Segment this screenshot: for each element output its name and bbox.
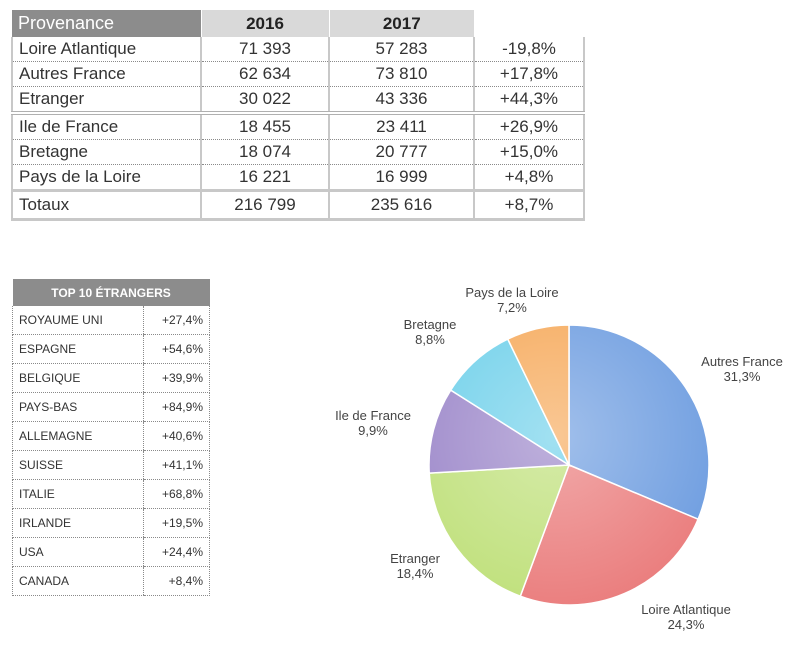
header-2016: 2016: [200, 10, 329, 37]
top10-change: +24,4%: [143, 537, 210, 567]
list-item: CANADA +8,4%: [12, 566, 210, 596]
top10-change: +27,4%: [143, 306, 210, 335]
top10-country: ALLEMAGNE: [12, 421, 144, 451]
row-2016: 16 221: [200, 164, 329, 191]
row-2016: 18 455: [200, 111, 329, 140]
row-name: Loire Atlantique: [11, 37, 201, 62]
pie-slice-etranger: [428, 464, 571, 598]
row-2016: 71 393: [200, 37, 329, 62]
row-change: +44,3%: [473, 86, 585, 114]
provenance-table: Provenance 2016 2017 Loire Atlantique 71…: [11, 10, 585, 221]
top10-change: +68,8%: [143, 479, 210, 509]
row-change: +17,8%: [473, 61, 585, 87]
row-name: Bretagne: [11, 139, 201, 165]
top10-change: +54,6%: [143, 334, 210, 364]
list-item: BELGIQUE +39,9%: [12, 363, 210, 393]
pie-label-name: Etranger: [390, 551, 441, 566]
top10-table: TOP 10 ÉTRANGERS ROYAUME UNI +27,4% ESPAGN…: [12, 279, 210, 596]
table-row: Bretagne 18 074 20 777 +15,0%: [11, 139, 585, 165]
top10-change: +39,9%: [143, 363, 210, 393]
pie-slice-autres-france: [568, 324, 710, 521]
pie-label-name: Autres France: [701, 354, 783, 369]
top10-change: +84,9%: [143, 392, 210, 422]
total-2017: 235 616: [328, 189, 474, 221]
row-2017: 16 999: [328, 164, 474, 191]
top10-country: SUISSE: [12, 450, 144, 480]
row-2017: 23 411: [328, 111, 474, 140]
top10-body: ROYAUME UNI +27,4% ESPAGNE +54,6% BELGIQUE +3…: [12, 306, 210, 596]
total-row: Totaux 216 799 235 616 +8,7%: [11, 189, 585, 221]
row-2017: 73 810: [328, 61, 474, 87]
row-name: Ile de France: [11, 111, 201, 140]
table-row: Autres France 62 634 73 810 +17,8%: [11, 61, 585, 87]
list-item: ITALIE +68,8%: [12, 479, 210, 509]
row-change: +26,9%: [473, 111, 585, 140]
total-2016: 216 799: [200, 189, 329, 221]
pie-slice-pays-de-la-loire: [506, 324, 570, 466]
pie-label-value: 31,3%: [724, 369, 761, 384]
pie-label-value: 9,9%: [358, 423, 388, 438]
row-name: Pays de la Loire: [11, 164, 201, 191]
header-provenance: Provenance: [12, 10, 201, 37]
top10-country: ROYAUME UNI: [12, 306, 144, 335]
row-change: +4,8%: [473, 164, 585, 191]
pie-slice-loire-atlantique: [519, 464, 700, 606]
row-name: Autres France: [11, 61, 201, 87]
top10-change: +19,5%: [143, 508, 210, 538]
pie-label-value: 18,4%: [397, 566, 434, 581]
top10-country: ESPAGNE: [12, 334, 144, 364]
total-name: Totaux: [11, 189, 201, 221]
table-header-row: Provenance 2016 2017: [12, 10, 584, 37]
header-2017: 2017: [328, 10, 474, 37]
top10-country: BELGIQUE: [12, 363, 144, 393]
row-change: +15,0%: [473, 139, 585, 165]
row-2017: 20 777: [328, 139, 474, 165]
row-2016: 18 074: [200, 139, 329, 165]
top10-country: ITALIE: [12, 479, 144, 509]
row-2016: 30 022: [200, 86, 329, 114]
top10-change: +8,4%: [143, 566, 210, 596]
table-row: Ile de France 18 455 23 411 +26,9%: [11, 111, 585, 140]
top10-country: USA: [12, 537, 144, 567]
table-row: Loire Atlantique 71 393 57 283 -19,8%: [11, 37, 585, 62]
list-item: SUISSE +41,1%: [12, 450, 210, 480]
total-change: +8,7%: [473, 189, 585, 221]
top10-country: IRLANDE: [12, 508, 144, 538]
top10-change: +40,6%: [143, 421, 210, 451]
list-item: ALLEMAGNE +40,6%: [12, 421, 210, 451]
pie-label-value: 24,3%: [668, 617, 705, 632]
row-2016: 62 634: [200, 61, 329, 87]
list-item: IRLANDE +19,5%: [12, 508, 210, 538]
list-item: ESPAGNE +54,6%: [12, 334, 210, 364]
row-2017: 57 283: [328, 37, 474, 62]
pie-label-name: Ile de France: [335, 408, 411, 423]
pie-label-name: Bretagne: [404, 317, 457, 332]
table-row: Pays de la Loire 16 221 16 999 +4,8%: [11, 164, 585, 191]
row-name: Etranger: [11, 86, 201, 114]
list-item: ROYAUME UNI +27,4%: [12, 306, 210, 335]
list-item: PAYS-BAS +84,9%: [12, 392, 210, 422]
row-2017: 43 336: [328, 86, 474, 114]
table-row: Etranger 30 022 43 336 +44,3%: [11, 86, 585, 114]
pie-label-name: Pays de la Loire: [465, 285, 558, 300]
pie-slice-bretagne: [449, 338, 571, 468]
pie-label-name: Loire Atlantique: [641, 602, 731, 617]
row-change: -19,8%: [473, 37, 585, 62]
pie-label-value: 7,2%: [497, 300, 527, 315]
pie-label-value: 8,8%: [415, 332, 445, 347]
pie-slice-ile-de-france: [428, 389, 572, 474]
top10-country: CANADA: [12, 566, 144, 596]
list-item: USA +24,4%: [12, 537, 210, 567]
top10-country: PAYS-BAS: [12, 392, 144, 422]
top10-title: TOP 10 ÉTRANGERS: [12, 279, 210, 306]
top10-change: +41,1%: [143, 450, 210, 480]
header-change: [474, 10, 584, 37]
